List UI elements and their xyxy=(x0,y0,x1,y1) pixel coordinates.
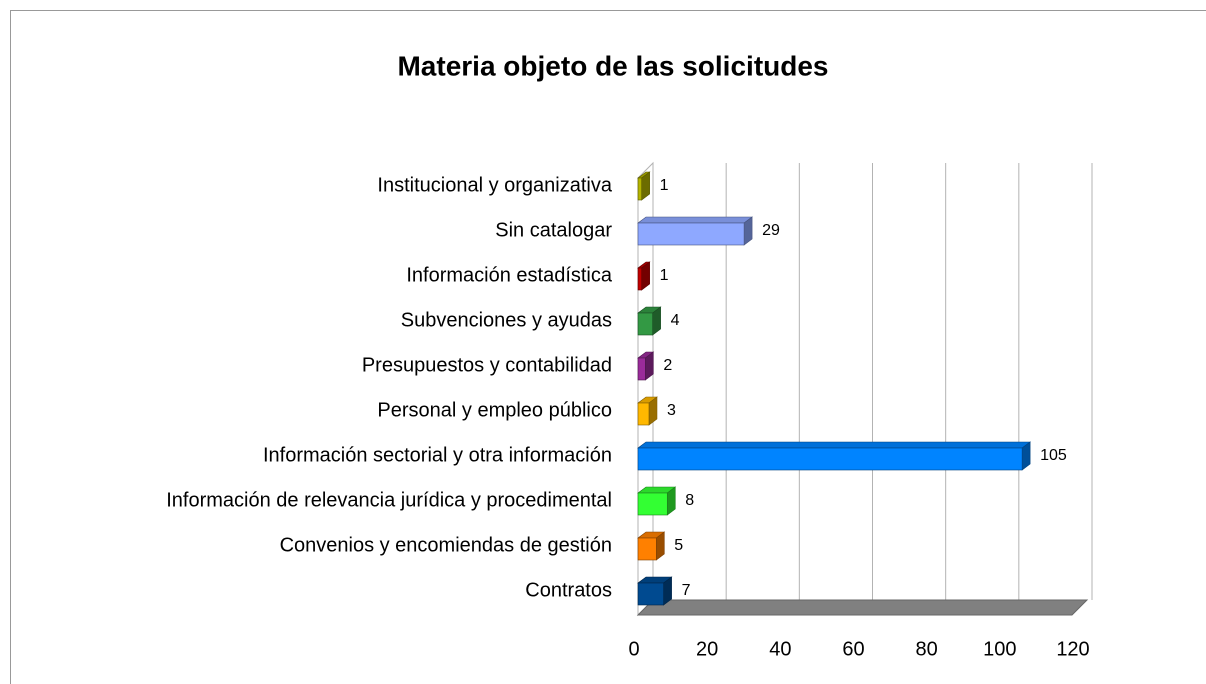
bar-top xyxy=(637,216,753,224)
y-tick-label: Convenios y encomiendas de gestión xyxy=(280,534,612,556)
y-tick-label: Información estadística xyxy=(406,264,613,286)
data-label: 5 xyxy=(674,537,683,554)
x-tick-label: 40 xyxy=(769,638,791,660)
data-label: 8 xyxy=(685,492,694,509)
bar xyxy=(637,312,653,336)
data-label: 1 xyxy=(660,267,669,284)
y-tick-label: Contratos xyxy=(525,579,612,601)
y-tick-label: Presupuestos y contabilidad xyxy=(362,354,612,376)
bar xyxy=(637,447,1023,471)
chart-title: Materia objeto de las solicitudes xyxy=(397,50,828,81)
data-label: 7 xyxy=(682,582,691,599)
x-tick-label: 20 xyxy=(696,638,718,660)
bar xyxy=(637,177,642,201)
data-label: 105 xyxy=(1040,447,1067,464)
bar xyxy=(637,537,657,561)
x-tick-label: 60 xyxy=(842,638,864,660)
bar xyxy=(637,267,642,291)
y-tick-label: Información de relevancia jurídica y pro… xyxy=(166,489,612,511)
data-label: 1 xyxy=(660,177,669,194)
bar-top xyxy=(637,441,1032,449)
x-tick-label: 120 xyxy=(1056,638,1089,660)
bar xyxy=(637,582,664,606)
bar xyxy=(637,357,646,381)
data-label: 3 xyxy=(667,402,676,419)
x-tick-label: 0 xyxy=(628,638,639,660)
bar xyxy=(637,402,650,426)
data-label: 4 xyxy=(671,312,680,329)
y-tick-label: Subvenciones y ayudas xyxy=(401,309,612,331)
y-tick-label: Información sectorial y otra información xyxy=(263,444,612,466)
bar xyxy=(637,492,668,516)
data-label: 2 xyxy=(663,357,672,374)
floor xyxy=(636,599,1089,616)
y-tick-label: Institucional y organizativa xyxy=(377,174,612,196)
y-tick-label: Personal y empleo público xyxy=(377,399,612,421)
bar xyxy=(637,222,745,246)
y-tick-label: Sin catalogar xyxy=(495,219,612,241)
data-label: 29 xyxy=(762,222,780,239)
x-tick-label: 100 xyxy=(983,638,1016,660)
x-tick-label: 80 xyxy=(916,638,938,660)
